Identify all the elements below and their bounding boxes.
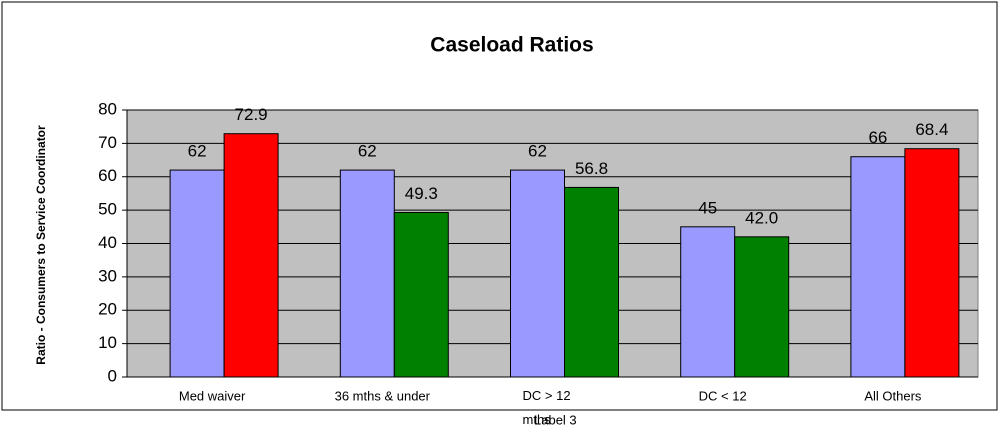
- bar: [904, 148, 960, 378]
- y-tick-label: 0: [108, 366, 117, 385]
- data-label: 42.0: [745, 208, 778, 227]
- data-label: 68.4: [915, 120, 948, 139]
- y-tick-label: 10: [98, 333, 117, 352]
- x-tick-label: DC < 12: [699, 388, 747, 403]
- data-label: 62: [358, 142, 377, 161]
- x-tick-label: Med waiver: [179, 388, 246, 403]
- y-tick-label: 70: [98, 133, 117, 152]
- y-tick-label: 60: [98, 166, 117, 185]
- y-axis-label: Ratio - Consumers to Service Coordinator: [34, 125, 48, 365]
- bar: [169, 169, 225, 378]
- bar: [339, 169, 395, 378]
- bar: [393, 211, 449, 378]
- y-tick-label: 40: [98, 233, 117, 252]
- x-tick-label: All Others: [864, 388, 922, 403]
- bar: [680, 226, 736, 378]
- bar: [564, 186, 619, 378]
- chart-title: Caseload Ratios: [430, 34, 593, 57]
- bar: [510, 169, 565, 378]
- y-tick-label: 20: [98, 300, 117, 319]
- bar: [734, 236, 790, 378]
- data-label: 72.9: [235, 105, 268, 124]
- bar: [850, 156, 906, 378]
- data-label: 66: [868, 128, 887, 147]
- data-label: 45: [698, 198, 717, 217]
- y-tick-label: 50: [98, 200, 117, 219]
- x-tick-label: DC > 12 mths: [523, 388, 571, 427]
- data-label: 62: [528, 142, 547, 161]
- data-label: 56.8: [575, 159, 608, 178]
- y-tick-label: 30: [98, 266, 117, 285]
- annotation: Label 3: [534, 412, 577, 427]
- data-label: 49.3: [405, 184, 438, 203]
- data-label: 62: [188, 142, 207, 161]
- x-tick-label: 36 mths & under: [335, 388, 431, 403]
- bar: [223, 133, 279, 378]
- y-tick-label: 80: [98, 99, 117, 118]
